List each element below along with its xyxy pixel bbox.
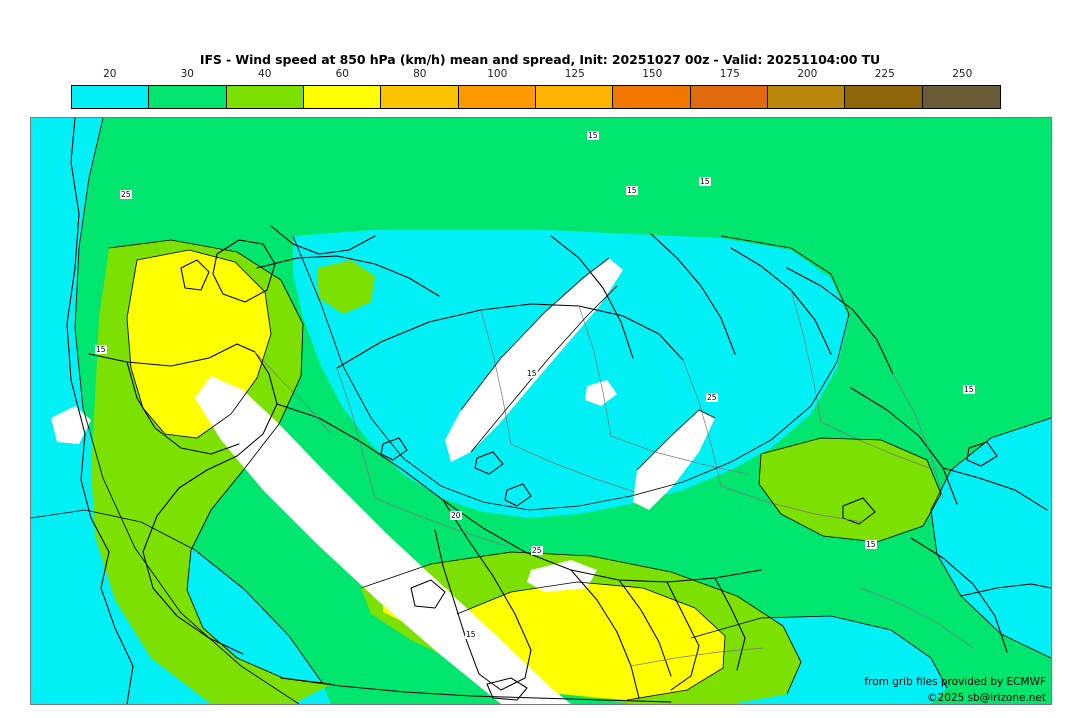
contour-label: 25 <box>120 190 132 199</box>
map-canvas[interactable]: 25 15 15 20 25 15 15 15 25 15 15 15 <box>30 117 1052 705</box>
colorbar-segment-150 <box>613 86 691 108</box>
colorbar-tick-175: 175 <box>719 68 740 80</box>
national-borders-layer <box>254 289 974 667</box>
colorbar: 20 30 40 60 80 100 125 150 175 200 225 250 <box>71 68 1001 110</box>
colorbar-segment-30 <box>149 86 227 108</box>
colorbar-tick-80: 80 <box>413 68 427 80</box>
colorbar-tick-60: 60 <box>335 68 349 80</box>
contour-label: 15 <box>587 131 599 140</box>
contour-label: 15 <box>465 630 477 639</box>
colorbar-segment-80 <box>381 86 459 108</box>
contour-label: 15 <box>526 369 538 378</box>
colorbar-gradient <box>71 85 1001 109</box>
contour-label: 15 <box>963 385 975 394</box>
colorbar-segment-20 <box>72 86 150 108</box>
contour-label: 25 <box>706 393 718 402</box>
colorbar-tick-40: 40 <box>258 68 272 80</box>
colorbar-tick-30: 30 <box>180 68 194 80</box>
colorbar-segment-60 <box>303 86 382 108</box>
colorbar-segment-40 <box>226 86 304 108</box>
map-field-svg <box>31 118 1051 704</box>
colorbar-segment-200 <box>767 86 846 108</box>
data-source-credit: from grib files provided by ECMWF <box>864 676 1046 688</box>
contour-label: 15 <box>699 177 711 186</box>
contour-label: 25 <box>531 546 543 555</box>
below-threshold-white-layer <box>51 258 715 704</box>
page-title: IFS - Wind speed at 850 hPa (km/h) mean … <box>199 52 881 67</box>
colorbar-tick-200: 200 <box>797 68 818 80</box>
colorbar-segment-125 <box>535 86 614 108</box>
colorbar-tick-labels: 20 30 40 60 80 100 125 150 175 200 225 250 <box>71 68 1001 82</box>
contour-label: 15 <box>865 540 877 549</box>
colorbar-tick-100: 100 <box>487 68 508 80</box>
colorbar-tick-20: 20 <box>103 68 117 80</box>
colorbar-tick-225: 225 <box>874 68 895 80</box>
contour-label: 15 <box>95 345 107 354</box>
colorbar-segment-100 <box>458 86 536 108</box>
contour-label: 15 <box>626 186 638 195</box>
copyright-credit: ©2025 sb@irizone.net <box>927 692 1046 704</box>
colorbar-tick-150: 150 <box>642 68 663 80</box>
contour-line-layer <box>31 118 1051 704</box>
colorbar-tick-250: 250 <box>952 68 973 80</box>
colorbar-segment-250 <box>922 86 1000 108</box>
contour-label: 20 <box>450 511 462 520</box>
colorbar-tick-125: 125 <box>564 68 585 80</box>
coastline-layer <box>66 118 1051 704</box>
colorbar-segment-225 <box>845 86 923 108</box>
colorbar-segment-175 <box>690 86 768 108</box>
